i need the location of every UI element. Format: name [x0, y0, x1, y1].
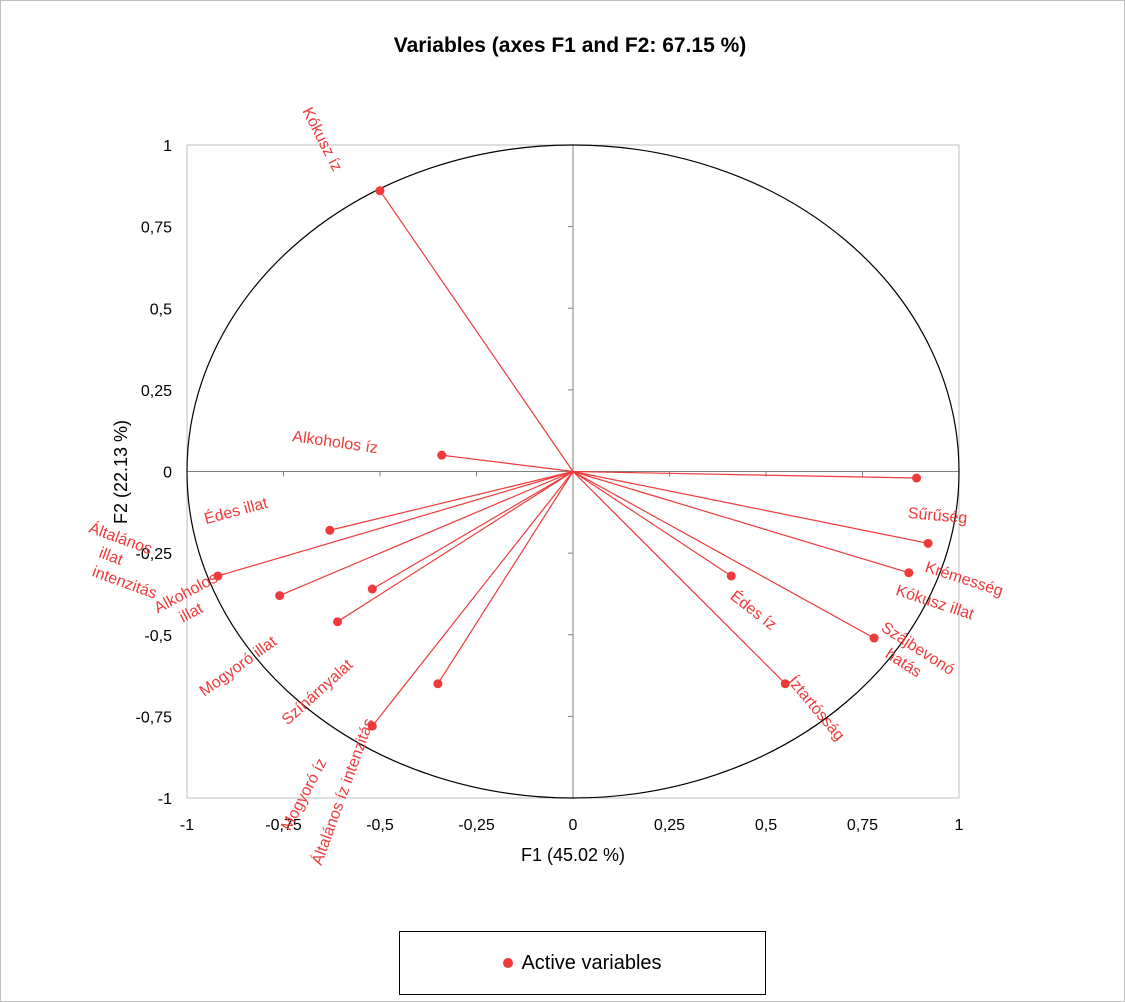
variable-vector — [437, 471, 574, 685]
y-tick-label: -0,5 — [144, 628, 172, 645]
variable-label-group: Kókusz illat — [894, 582, 977, 623]
variable-point — [869, 633, 879, 643]
variable-point — [923, 538, 933, 548]
variable-vector — [572, 470, 929, 544]
variable-label: Édes illat — [202, 493, 270, 528]
variable-label-group: Kókusz íz — [298, 105, 345, 175]
correlation-circle — [186, 144, 960, 799]
x-tick-label: -1 — [180, 817, 194, 834]
variable-label: Kókusz illat — [894, 582, 977, 623]
y-tick-label: 0,75 — [141, 220, 172, 237]
variable-label-group: Alkoholos íz — [291, 428, 379, 457]
variable-vector — [572, 470, 732, 577]
x-axis-title: F1 (45.02 %) — [521, 845, 625, 865]
variable-label-group: Édes illat — [202, 493, 270, 528]
x-tick-label: -0,75 — [265, 817, 302, 834]
variable-point — [912, 473, 922, 483]
variable-label: Alkoholos íz — [291, 428, 379, 457]
variable-point — [333, 617, 343, 627]
x-tick-label: 0,75 — [847, 817, 878, 834]
variable-vector — [337, 470, 574, 623]
variable-point — [367, 721, 377, 731]
variable-vector — [279, 470, 574, 597]
y-tick-label: 1 — [163, 138, 172, 155]
variable-label-group: Általános íz intenzitás — [307, 716, 378, 868]
y-tick-label: -0,75 — [136, 709, 173, 726]
variable-label: Mogyoró illat — [197, 633, 281, 700]
variable-point — [325, 525, 335, 535]
x-tick-label: -0,5 — [366, 817, 394, 834]
variable-point — [437, 450, 447, 460]
x-tick-label: 0 — [569, 817, 578, 834]
variable-label-group: Édes íz — [727, 586, 781, 634]
variable-vector — [371, 470, 574, 590]
variable-vectors — [213, 186, 933, 731]
y-tick-label: -1 — [158, 791, 172, 808]
variable-label: Általános íz intenzitás — [307, 716, 378, 868]
legend: Active variables — [399, 931, 766, 995]
variable-point — [780, 679, 790, 689]
variable-vector — [572, 470, 875, 639]
variable-label-group: Sűrűség — [907, 505, 968, 527]
tick-labels: -1 -0,75 -0,5 -0,25 0 0,25 0,5 0,75 1 1 0,75 0,5 0,2… — [136, 138, 964, 834]
x-tick-label: 0,5 — [755, 817, 777, 834]
variable-label: Színárnyalat — [279, 656, 357, 729]
variable-label: Szájbevonóhatás — [867, 619, 957, 696]
variable-point — [726, 571, 736, 581]
variable-vector — [572, 470, 909, 574]
y-tick-label: 0 — [163, 465, 172, 482]
variable-label-line: intenzitás — [90, 564, 159, 603]
variable-vector — [329, 470, 574, 531]
legend-label: Active variables — [521, 951, 662, 974]
variable-point — [904, 568, 914, 578]
variable-label: Kókusz íz — [298, 105, 345, 175]
x-tick-label: 0,25 — [654, 817, 685, 834]
variable-point — [275, 591, 285, 601]
variable-label-group: Színárnyalat — [279, 656, 357, 729]
variable-vector — [572, 471, 786, 685]
variable-vector — [379, 190, 574, 472]
y-axis-title: F2 (22.13 %) — [111, 420, 131, 524]
variable-vector — [441, 454, 574, 473]
x-tick-label: -0,25 — [458, 817, 495, 834]
variable-vector — [572, 470, 917, 479]
variable-point — [375, 186, 385, 196]
variable-point — [367, 584, 377, 594]
variable-label: Édes íz — [727, 586, 781, 634]
y-tick-label: 0,5 — [150, 301, 172, 318]
variable-vector — [217, 470, 574, 577]
variable-label: Sűrűség — [907, 505, 968, 527]
x-tick-label: 1 — [955, 817, 964, 834]
variable-point — [213, 571, 223, 581]
variable-point — [433, 679, 443, 689]
y-tick-label: -0,25 — [136, 546, 173, 563]
legend-marker — [503, 958, 514, 968]
variable-label-group: Mogyoró illat — [197, 633, 281, 700]
variable-label-group: Szájbevonóhatás — [867, 619, 957, 696]
variable-vector — [371, 471, 574, 727]
y-tick-label: 0,25 — [141, 383, 172, 400]
chart-title: Variables (axes F1 and F2: 67.15 %) — [394, 34, 747, 57]
